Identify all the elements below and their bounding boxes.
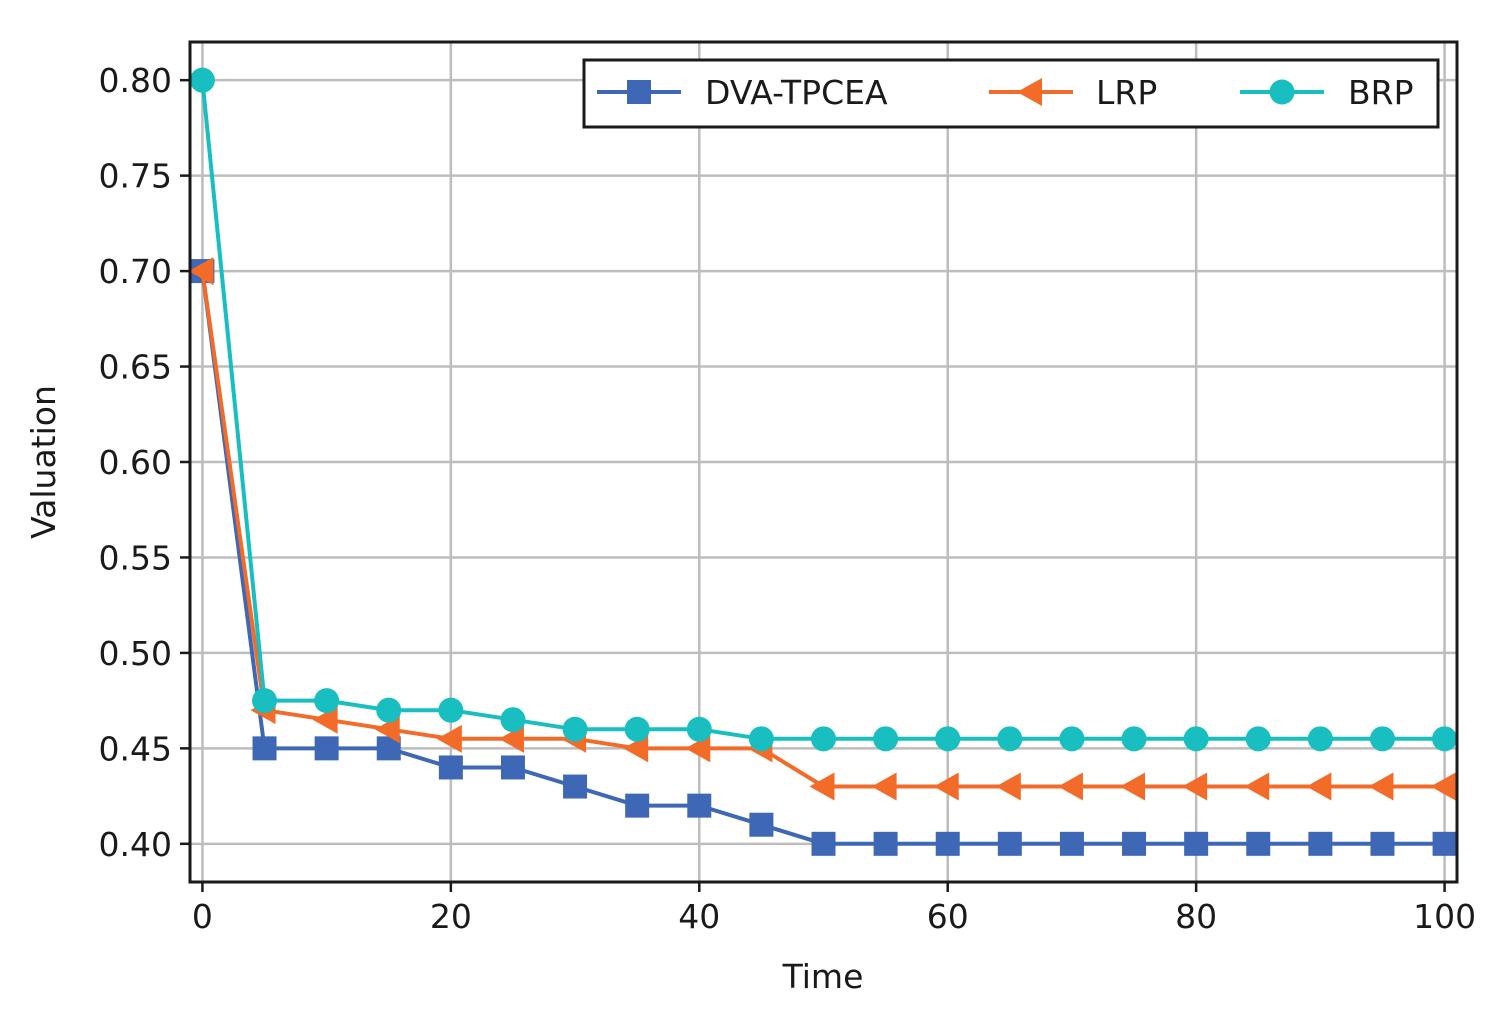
data-point-dva-tpcea [625, 793, 650, 818]
data-point-brp [686, 716, 712, 742]
data-point-brp [376, 697, 402, 723]
data-point-brp [1245, 726, 1271, 752]
data-point-brp [1307, 726, 1333, 752]
x-tick-label: 0 [192, 897, 213, 936]
legend-label-lrp: LRP [1096, 73, 1157, 112]
legend-label-dva-tpcea: DVA-TPCEA [705, 73, 888, 112]
data-point-lrp [374, 715, 400, 744]
data-point-lrp [1430, 772, 1456, 801]
data-point-dva-tpcea [935, 831, 960, 856]
data-point-dva-tpcea [500, 755, 525, 780]
legend-label-brp: BRP [1348, 73, 1413, 112]
data-point-brp [500, 707, 526, 733]
data-point-brp [811, 726, 836, 752]
data-point-lrp [871, 772, 897, 801]
y-tick-label: 0.50 [99, 634, 172, 673]
data-point-lrp [436, 724, 462, 753]
data-point-brp [1121, 726, 1147, 752]
legend: DVA-TPCEA LRP BRP [582, 58, 1440, 129]
data-point-lrp [312, 705, 338, 734]
legend-marker-lrp [1017, 78, 1042, 106]
x-tick-label: 20 [430, 897, 472, 936]
data-point-lrp [995, 772, 1021, 801]
data-point-brp [1183, 726, 1209, 752]
data-point-dva-tpcea [252, 736, 277, 761]
x-tick-label: 80 [1175, 897, 1217, 936]
data-point-brp [935, 726, 961, 752]
x-tick-label: 100 [1413, 897, 1476, 936]
data-point-dva-tpcea [1308, 831, 1333, 856]
data-point-brp [1432, 726, 1458, 752]
data-point-dva-tpcea [438, 755, 463, 780]
data-point-dva-tpcea [314, 736, 339, 761]
data-point-lrp [1306, 772, 1332, 801]
legend-marker-dva-tpcea [627, 80, 651, 104]
legend-marker-brp [1269, 79, 1295, 105]
y-tick-label: 0.45 [99, 729, 172, 768]
series-lrp [188, 257, 1456, 801]
data-point-lrp [1244, 772, 1270, 801]
data-point-lrp [623, 734, 649, 763]
data-point-brp [748, 726, 774, 752]
grid [190, 42, 1457, 882]
data-point-dva-tpcea [749, 812, 774, 837]
data-point-brp [252, 688, 278, 714]
data-point-dva-tpcea [1059, 831, 1084, 856]
data-point-dva-tpcea [1370, 831, 1395, 856]
y-tick-label: 0.65 [99, 348, 172, 387]
data-point-lrp [685, 734, 711, 763]
data-point-lrp [1120, 772, 1146, 801]
data-point-lrp [1182, 772, 1208, 801]
data-point-dva-tpcea [1432, 831, 1457, 856]
data-point-brp [873, 726, 899, 752]
x-axis-label: Time [782, 957, 864, 996]
data-point-lrp [188, 257, 214, 286]
y-tick-label: 0.40 [99, 825, 172, 864]
data-point-brp [624, 716, 650, 742]
series-brp [189, 67, 1458, 752]
data-point-dva-tpcea [811, 831, 836, 856]
x-tick-label: 60 [927, 897, 969, 936]
series-dva-tpcea [190, 259, 1457, 856]
data-point-dva-tpcea [1184, 831, 1209, 856]
y-tick-label: 0.75 [99, 157, 172, 196]
legend-item-dva-tpcea: DVA-TPCEA [597, 73, 888, 112]
series-layer [188, 67, 1458, 856]
ticks: 0 20 40 60 80 100 0.40 0.45 0.50 0.55 0.60 0.65 0.70… [99, 61, 1477, 936]
data-point-brp [314, 688, 340, 714]
data-point-brp [1059, 726, 1085, 752]
data-point-dva-tpcea [873, 831, 898, 856]
data-point-lrp [498, 724, 524, 753]
data-point-brp [1369, 726, 1395, 752]
data-point-lrp [933, 772, 959, 801]
y-tick-label: 0.70 [99, 252, 172, 291]
legend-item-lrp: LRP [989, 73, 1157, 112]
data-point-dva-tpcea [997, 831, 1022, 856]
data-point-lrp [1057, 772, 1083, 801]
y-tick-label: 0.80 [99, 61, 172, 100]
data-point-brp [997, 726, 1023, 752]
data-point-dva-tpcea [1122, 831, 1147, 856]
data-point-lrp [809, 772, 835, 801]
data-point-lrp [1368, 772, 1394, 801]
y-tick-label: 0.55 [99, 538, 172, 577]
data-point-brp [438, 697, 464, 723]
data-point-dva-tpcea [563, 774, 588, 799]
y-tick-label: 0.60 [99, 443, 172, 482]
data-point-dva-tpcea [1246, 831, 1271, 856]
x-tick-label: 40 [678, 897, 720, 936]
data-point-dva-tpcea [687, 793, 712, 818]
data-point-brp [189, 67, 215, 93]
legend-item-brp: BRP [1240, 73, 1413, 112]
y-axis-label: Valuation [24, 385, 63, 539]
data-point-brp [562, 716, 588, 742]
